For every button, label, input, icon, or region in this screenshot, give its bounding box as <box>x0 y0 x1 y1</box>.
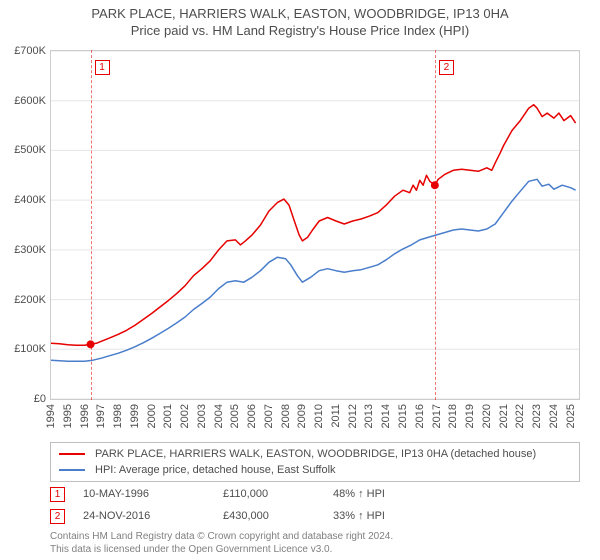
sale-date-2: 24-NOV-2016 <box>83 510 223 522</box>
chart-titles: PARK PLACE, HARRIERS WALK, EASTON, WOODB… <box>0 0 600 38</box>
x-tick-label: 2013 <box>363 404 375 428</box>
x-tick-label: 2000 <box>146 404 158 428</box>
x-tick-label: 2024 <box>548 404 560 428</box>
x-tick-label: 2020 <box>481 404 493 428</box>
sale-row-1: 1 10-MAY-1996 £110,000 48% ↑ HPI <box>50 486 580 502</box>
x-tick-label: 2010 <box>313 404 325 428</box>
y-tick-label: £100K <box>14 343 46 355</box>
sale-marker-2: 2 <box>50 509 65 524</box>
sale-marker-1: 1 <box>50 487 65 502</box>
y-tick-label: £500K <box>14 144 46 156</box>
legend-swatch-hpi <box>59 469 85 471</box>
x-tick-label: 1994 <box>45 404 57 428</box>
sale-price-2: £430,000 <box>223 510 333 522</box>
x-tick-label: 1999 <box>129 404 141 428</box>
attribution-line2: This data is licensed under the Open Gov… <box>50 544 393 557</box>
legend-label-hpi: HPI: Average price, detached house, East… <box>95 464 336 476</box>
x-tick-label: 2014 <box>380 404 392 428</box>
chart-title: PARK PLACE, HARRIERS WALK, EASTON, WOODB… <box>0 6 600 21</box>
chart-subtitle: Price paid vs. HM Land Registry's House … <box>0 23 600 38</box>
plot-area <box>50 50 580 400</box>
x-tick-label: 2011 <box>330 404 342 428</box>
x-tick-label: 2019 <box>464 404 476 428</box>
x-tick-label: 2001 <box>162 404 174 428</box>
legend-box: PARK PLACE, HARRIERS WALK, EASTON, WOODB… <box>50 442 580 482</box>
sale-price-1: £110,000 <box>223 488 333 500</box>
x-tick-label: 2021 <box>498 404 510 428</box>
y-tick-label: £400K <box>14 194 46 206</box>
legend-row-hpi: HPI: Average price, detached house, East… <box>59 462 571 478</box>
x-tick-label: 2009 <box>296 404 308 428</box>
x-tick-label: 2016 <box>414 404 426 428</box>
sale-pct-1: 48% ↑ HPI <box>333 488 453 500</box>
plot-svg <box>51 51 579 399</box>
x-tick-label: 2002 <box>179 404 191 428</box>
y-tick-label: £600K <box>14 95 46 107</box>
x-tick-label: 1998 <box>112 404 124 428</box>
sale-marker-plot: 2 <box>439 60 454 75</box>
x-tick-label: 2006 <box>246 404 258 428</box>
attribution: Contains HM Land Registry data © Crown c… <box>50 531 393 556</box>
x-tick-label: 2018 <box>447 404 459 428</box>
sale-pct-2: 33% ↑ HPI <box>333 510 453 522</box>
chart-container: PARK PLACE, HARRIERS WALK, EASTON, WOODB… <box>0 0 600 560</box>
x-tick-label: 2007 <box>263 404 275 428</box>
y-tick-label: £200K <box>14 294 46 306</box>
x-tick-label: 2015 <box>397 404 409 428</box>
x-tick-label: 2012 <box>347 404 359 428</box>
legend-row-price: PARK PLACE, HARRIERS WALK, EASTON, WOODB… <box>59 446 571 462</box>
sale-vline <box>435 50 436 400</box>
sale-date-1: 10-MAY-1996 <box>83 488 223 500</box>
x-tick-label: 2025 <box>565 404 577 428</box>
sale-row-2: 2 24-NOV-2016 £430,000 33% ↑ HPI <box>50 508 580 524</box>
x-tick-label: 2004 <box>213 404 225 428</box>
x-tick-label: 2005 <box>229 404 241 428</box>
x-tick-label: 2003 <box>196 404 208 428</box>
x-tick-label: 2022 <box>514 404 526 428</box>
legend-swatch-price <box>59 453 85 455</box>
x-tick-label: 1995 <box>62 404 74 428</box>
x-tick-label: 1996 <box>79 404 91 428</box>
sale-marker-plot: 1 <box>95 60 110 75</box>
attribution-line1: Contains HM Land Registry data © Crown c… <box>50 531 393 544</box>
x-tick-label: 2023 <box>531 404 543 428</box>
y-tick-label: £700K <box>14 45 46 57</box>
sale-vline <box>91 50 92 400</box>
x-tick-label: 2008 <box>280 404 292 428</box>
x-tick-label: 1997 <box>95 404 107 428</box>
legend-label-price: PARK PLACE, HARRIERS WALK, EASTON, WOODB… <box>95 448 536 460</box>
x-tick-label: 2017 <box>431 404 443 428</box>
y-tick-label: £300K <box>14 244 46 256</box>
